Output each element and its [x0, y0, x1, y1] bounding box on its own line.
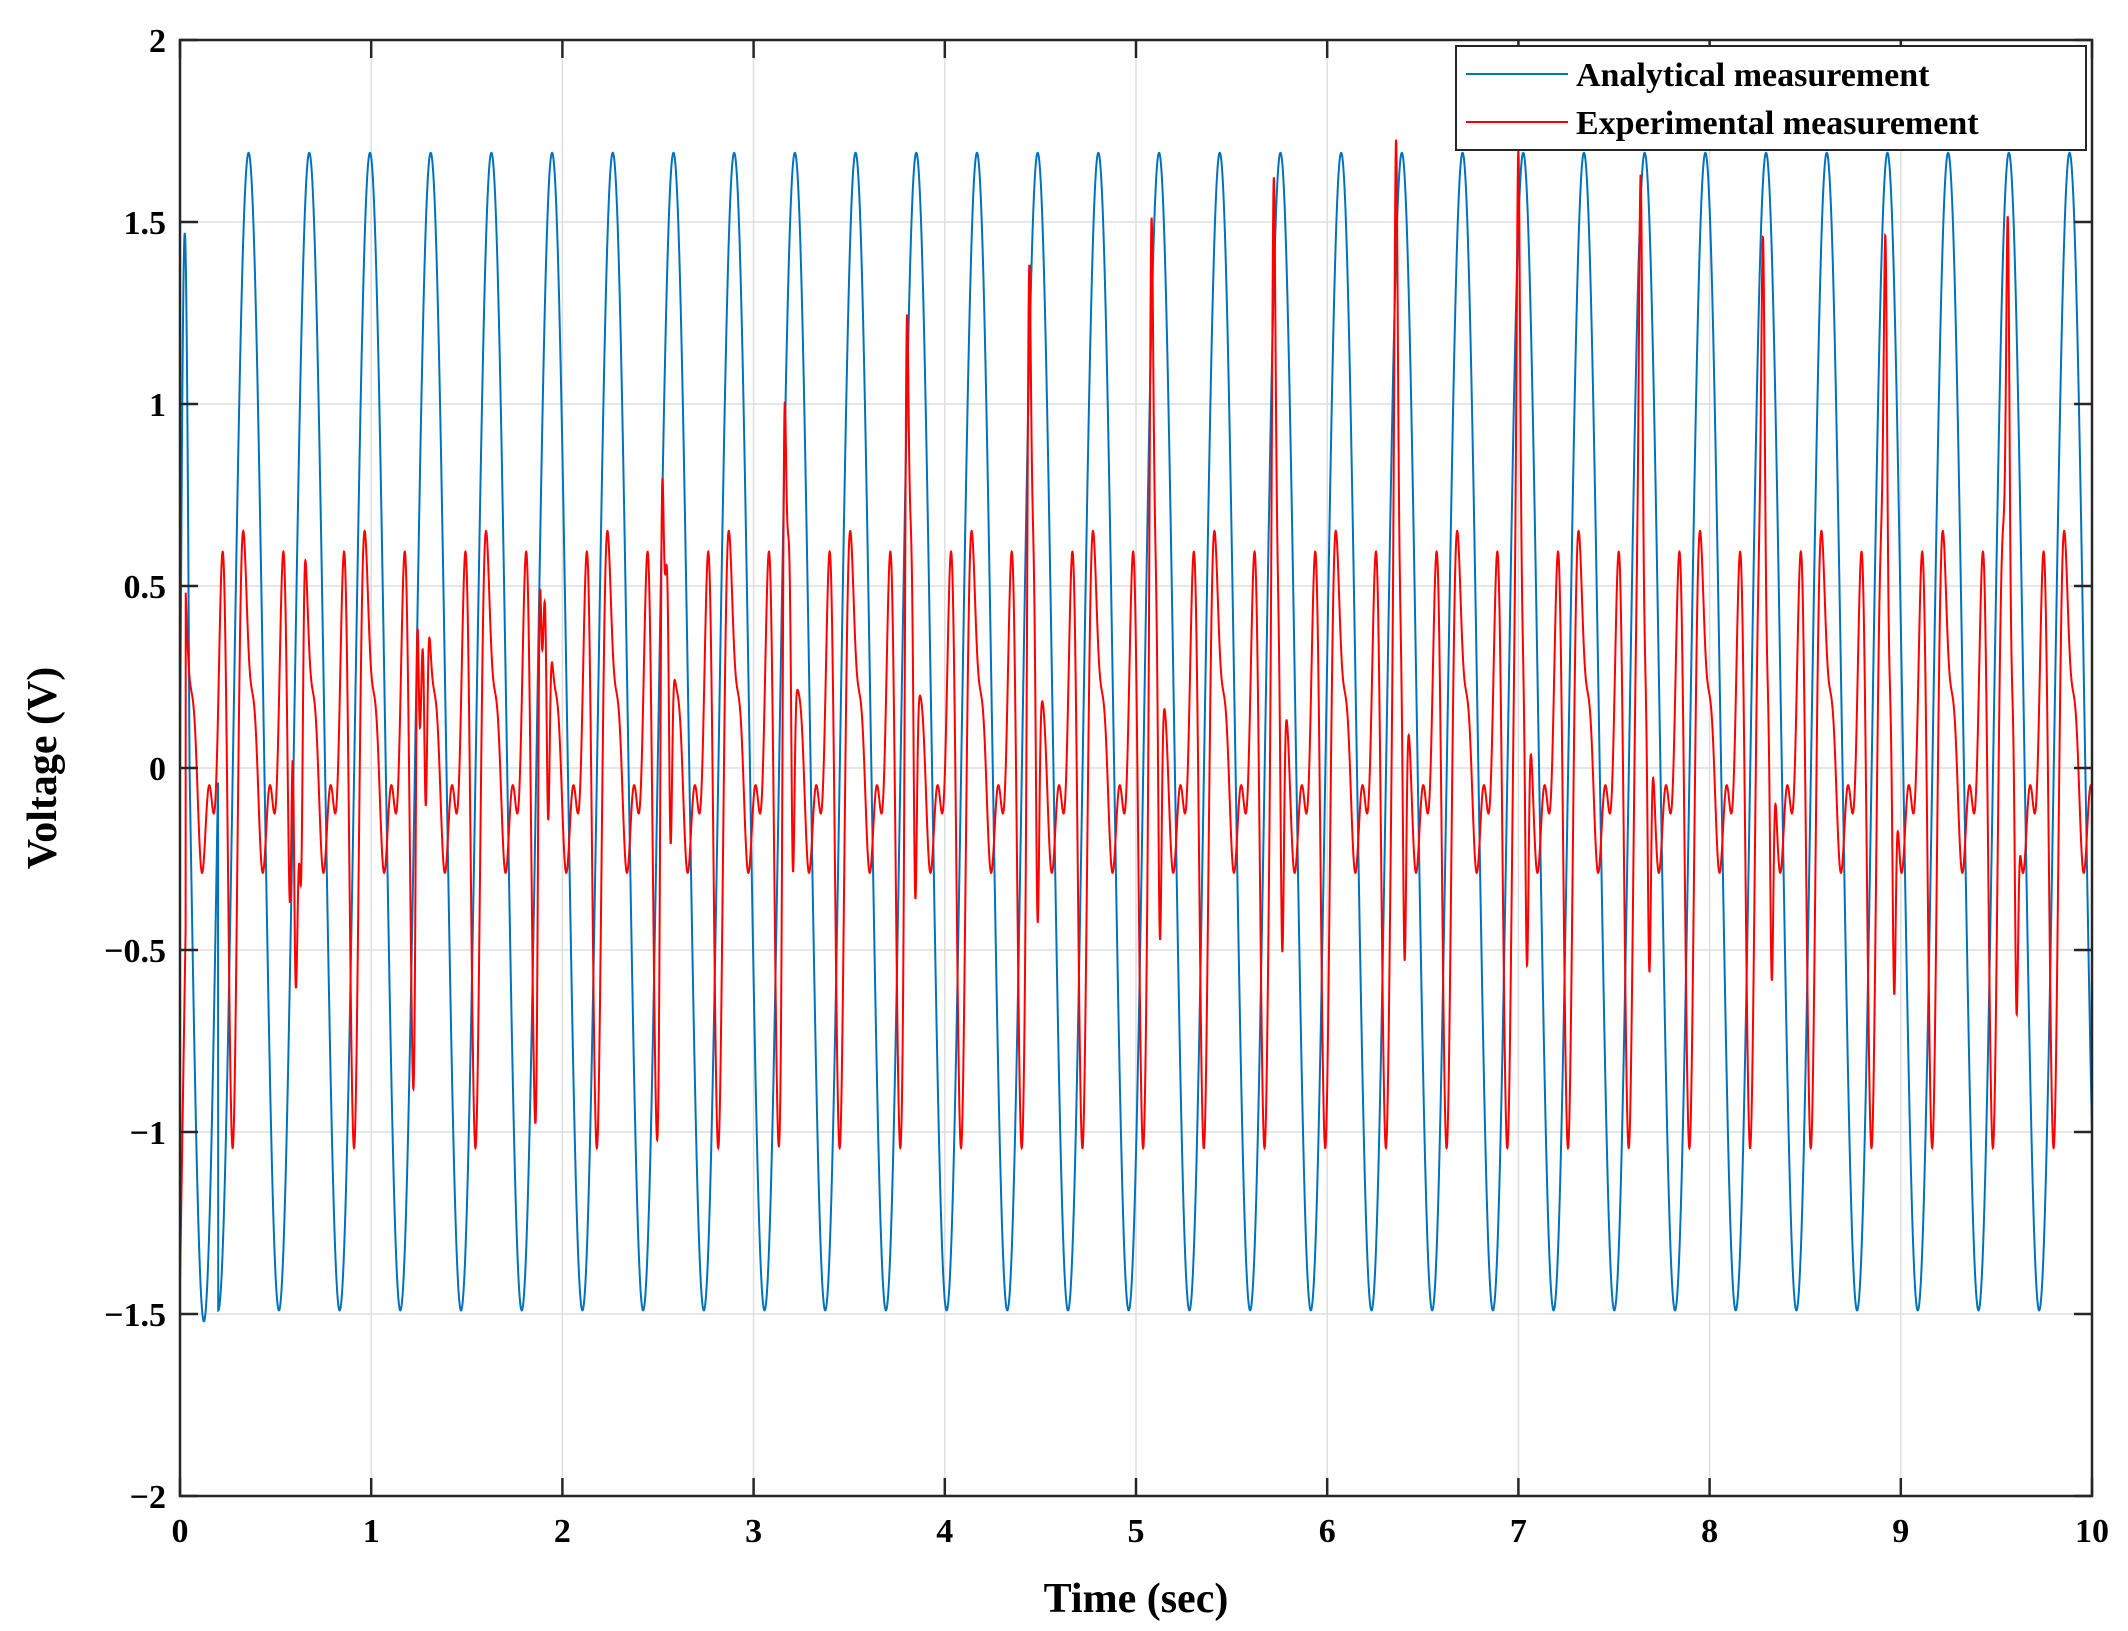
- y-tick-label: −1: [130, 1115, 166, 1152]
- series-line-experimental: [180, 139, 2092, 1285]
- x-axis-title: Time (sec): [1044, 1576, 1229, 1622]
- x-tick-label: 4: [936, 1513, 953, 1550]
- series-line-analytical: [180, 151, 2092, 1323]
- legend-box: [1455, 45, 2087, 151]
- x-tick-label: 0: [172, 1513, 189, 1550]
- x-tick-label: 6: [1319, 1513, 1336, 1550]
- legend-label-experimental: Experimental measurement: [1576, 105, 1979, 142]
- y-axis-title: Voltage (V): [20, 667, 66, 870]
- x-tick-label: 10: [2075, 1513, 2109, 1550]
- x-tick-label: 1: [363, 1513, 380, 1550]
- y-tick-label: −0.5: [104, 933, 166, 970]
- series-layer: [180, 139, 2092, 1323]
- x-tick-label: 8: [1701, 1513, 1718, 1550]
- y-tick-label: 0: [149, 751, 166, 788]
- y-tick-label: −2: [130, 1479, 166, 1516]
- x-tick-label: 2: [554, 1513, 571, 1550]
- x-tick-label: 3: [745, 1513, 762, 1550]
- y-tick-label: −1.5: [104, 1297, 166, 1334]
- y-tick-label: 0.5: [124, 569, 167, 606]
- x-tick-label: 7: [1510, 1513, 1527, 1550]
- legend-label-analytical: Analytical measurement: [1576, 57, 1930, 94]
- y-tick-labels: −2 −1.5 −1 −0.5 0 0.5 1 1.5 2: [104, 23, 166, 1516]
- y-tick-label: 1.5: [124, 205, 167, 242]
- legend: Analytical measurement Experimental meas…: [1455, 45, 2087, 151]
- x-tick-label: 9: [1892, 1513, 1909, 1550]
- y-tick-label: 2: [149, 23, 166, 60]
- y-tick-label: 1: [149, 387, 166, 424]
- x-tick-label: 5: [1128, 1513, 1145, 1550]
- x-tick-labels: 0 1 2 3 4 5 6 7 8 9 10: [172, 1513, 2110, 1550]
